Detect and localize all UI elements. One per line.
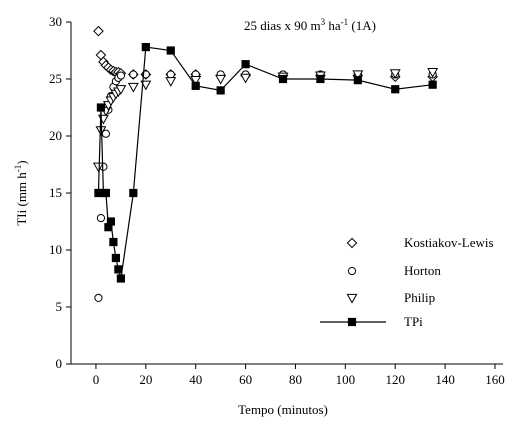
data-point <box>191 81 200 90</box>
x-tick-label: 140 <box>435 372 455 387</box>
x-tick-label: 40 <box>189 372 202 387</box>
data-point <box>115 85 127 95</box>
chart-title: 25 dias x 90 m3 ha-1 (1A) <box>244 17 376 33</box>
y-axis-label: TIi (mm h-1) <box>13 160 29 225</box>
title-part: 25 dias x 90 m <box>244 18 321 33</box>
data-point <box>166 46 175 55</box>
data-point <box>278 74 288 84</box>
data-point <box>111 253 120 263</box>
data-point <box>428 80 437 89</box>
legend-marker <box>346 237 358 249</box>
data-point <box>127 82 139 93</box>
legend-label: TPi <box>404 314 423 329</box>
data-point <box>427 68 439 78</box>
data-point <box>389 69 401 79</box>
x-tick-label: 160 <box>485 372 505 387</box>
y-label-part: TIi (mm h <box>14 172 29 226</box>
x-tick-label: 100 <box>336 372 356 387</box>
data-point <box>96 103 106 112</box>
data-point <box>166 70 175 79</box>
data-point <box>106 217 116 226</box>
data-point <box>391 85 400 94</box>
data-point <box>129 70 138 79</box>
data-point <box>190 76 202 86</box>
data-point <box>116 274 125 283</box>
data-point <box>352 70 364 81</box>
legend-label: Kostiakov-Lewis <box>404 235 494 250</box>
title-part: ha <box>325 18 341 33</box>
data-point <box>114 265 123 274</box>
legend-marker <box>346 293 358 304</box>
data-point <box>140 80 152 91</box>
y-tick-label: 15 <box>49 185 62 200</box>
x-axis-label: Tempo (minutos) <box>238 402 328 417</box>
title-part: (1A) <box>348 18 376 33</box>
data-point <box>240 73 252 84</box>
legend-marker <box>347 266 357 276</box>
data-point <box>165 77 177 87</box>
title-part: 3 <box>321 17 326 27</box>
data-point <box>216 86 225 95</box>
data-point <box>94 293 103 302</box>
x-tick-label: 20 <box>139 372 152 387</box>
data-point <box>101 188 111 198</box>
y-tick-label: 20 <box>49 128 62 143</box>
legend-label: Philip <box>404 290 435 305</box>
title-part: -1 <box>341 17 349 27</box>
data-point <box>316 74 325 84</box>
legend-label: Horton <box>404 263 441 278</box>
x-tick-label: 60 <box>239 372 252 387</box>
y-tick-label: 10 <box>49 242 62 257</box>
legend-marker <box>347 317 357 327</box>
y-tick-label: 5 <box>56 299 63 314</box>
data-point <box>101 129 111 138</box>
x-tick-label: 80 <box>289 372 302 387</box>
y-tick-label: 30 <box>49 14 62 29</box>
data-point <box>96 213 106 223</box>
data-point <box>141 42 150 52</box>
x-tick-label: 0 <box>93 372 100 387</box>
data-point <box>92 162 104 173</box>
x-tick-label: 120 <box>385 372 405 387</box>
data-point <box>215 74 227 85</box>
data-point <box>353 76 362 85</box>
data-point <box>109 237 118 247</box>
data-point <box>241 60 250 69</box>
y-tick-label: 0 <box>56 356 63 371</box>
y-label-part: -1 <box>13 165 23 173</box>
y-label-part: ) <box>14 160 29 164</box>
y-tick-label: 25 <box>49 71 62 86</box>
data-point <box>93 25 104 37</box>
data-point <box>116 71 125 80</box>
data-point <box>129 188 138 198</box>
